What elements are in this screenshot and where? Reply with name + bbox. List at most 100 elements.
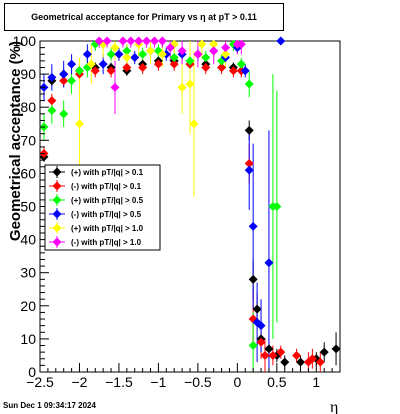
data-point <box>153 59 163 69</box>
data-point <box>248 274 258 284</box>
data-point <box>102 36 112 46</box>
data-point <box>142 36 152 46</box>
data-point <box>236 59 246 69</box>
x-tick-label: 1 <box>312 374 320 390</box>
axes: −2.5 −2 −1.5 −1 −0.5 0 0.5 10102030405060708090… <box>13 33 341 390</box>
data-point <box>217 62 227 72</box>
legend-entry: (-) with pT/|q| > 0.5 <box>71 210 142 219</box>
y-tick-label: 40 <box>20 232 36 248</box>
y-tick-label: 80 <box>20 99 36 115</box>
data-point <box>67 59 77 69</box>
data-point <box>90 66 100 76</box>
data-point <box>260 350 270 360</box>
timestamp: Sun Dec 1 09:34:17 2024 <box>3 401 96 410</box>
data-point <box>169 59 179 69</box>
y-tick-label: 30 <box>20 265 36 281</box>
title-box: Geometrical acceptance for Primary vs η … <box>4 3 284 31</box>
data-point <box>177 82 187 92</box>
data-point <box>165 43 175 53</box>
data-point <box>114 49 124 59</box>
data-point <box>67 76 77 86</box>
data-point <box>193 49 203 59</box>
legend-entry: (-) with pT/|q| > 0.1 <box>71 182 142 191</box>
data-point <box>244 79 254 89</box>
data-point <box>256 321 266 331</box>
data-point <box>59 109 69 119</box>
data-point <box>236 39 246 49</box>
x-tick-label: −0.5 <box>184 374 212 390</box>
data-point <box>201 62 211 72</box>
data-markers <box>39 36 341 367</box>
y-tick-label: 50 <box>20 199 36 215</box>
data-point <box>252 304 262 314</box>
data-point <box>122 62 132 72</box>
legend-marker <box>52 223 62 233</box>
y-tick-label: 70 <box>20 132 36 148</box>
data-point <box>292 350 302 360</box>
data-point <box>197 39 207 49</box>
legend-marker <box>52 195 62 205</box>
data-point <box>59 76 69 86</box>
x-tick-label: −2.5 <box>26 374 54 390</box>
data-point <box>296 357 306 367</box>
x-tick-label: −1 <box>150 374 166 390</box>
data-point <box>240 66 250 76</box>
data-point <box>264 344 274 354</box>
data-point <box>276 347 286 357</box>
data-point <box>82 49 92 59</box>
y-tick-label: 20 <box>20 298 36 314</box>
legend-marker <box>52 167 62 177</box>
data-point <box>272 202 282 211</box>
legend-marker <box>52 209 62 219</box>
data-point <box>189 119 199 129</box>
data-point <box>169 53 179 63</box>
data-point <box>138 49 148 59</box>
data-point <box>248 341 258 351</box>
data-point <box>157 36 167 46</box>
data-point <box>110 43 120 53</box>
data-point <box>209 39 219 49</box>
data-point <box>221 49 231 59</box>
chart-title: Geometrical acceptance for Primary vs η … <box>31 12 257 22</box>
data-point <box>244 165 254 175</box>
data-point <box>248 221 258 231</box>
data-point <box>209 46 219 56</box>
data-point <box>138 62 148 72</box>
data-point <box>86 59 96 69</box>
data-point <box>110 82 120 92</box>
legend: (+) with pT/|q| > 0.1 (-) with pT/|q| > 0… <box>44 164 161 251</box>
legend-marker <box>52 237 62 247</box>
data-point <box>280 357 290 367</box>
legend-box <box>44 164 161 251</box>
data-point <box>74 66 84 76</box>
data-point <box>122 53 132 63</box>
data-point <box>185 56 195 66</box>
data-point <box>134 36 144 46</box>
x-tick-label: 0 <box>233 374 241 390</box>
data-point <box>331 344 341 354</box>
data-point <box>118 36 128 46</box>
y-tick-label: 0 <box>28 364 36 380</box>
data-point <box>59 69 69 79</box>
y-tick-label: 10 <box>20 331 36 347</box>
data-point <box>47 72 57 82</box>
data-point <box>146 46 156 56</box>
data-point <box>201 53 211 63</box>
data-point <box>94 36 104 46</box>
data-point <box>221 43 231 53</box>
data-point <box>256 337 266 347</box>
data-point <box>149 36 159 46</box>
data-point <box>74 119 84 129</box>
data-point <box>264 258 274 268</box>
legend-entry: (+) with pT/|q| > 1.0 <box>71 224 144 233</box>
x-tick-label: −1.5 <box>105 374 133 390</box>
x-tick-label: 0.5 <box>267 374 287 390</box>
y-tick-label: 60 <box>20 165 36 181</box>
data-point <box>130 53 140 63</box>
data-point <box>185 79 195 89</box>
data-point <box>98 59 108 69</box>
x-axis-label: η <box>330 399 338 414</box>
x-tick-label: −2 <box>71 374 87 390</box>
data-point <box>307 354 317 364</box>
